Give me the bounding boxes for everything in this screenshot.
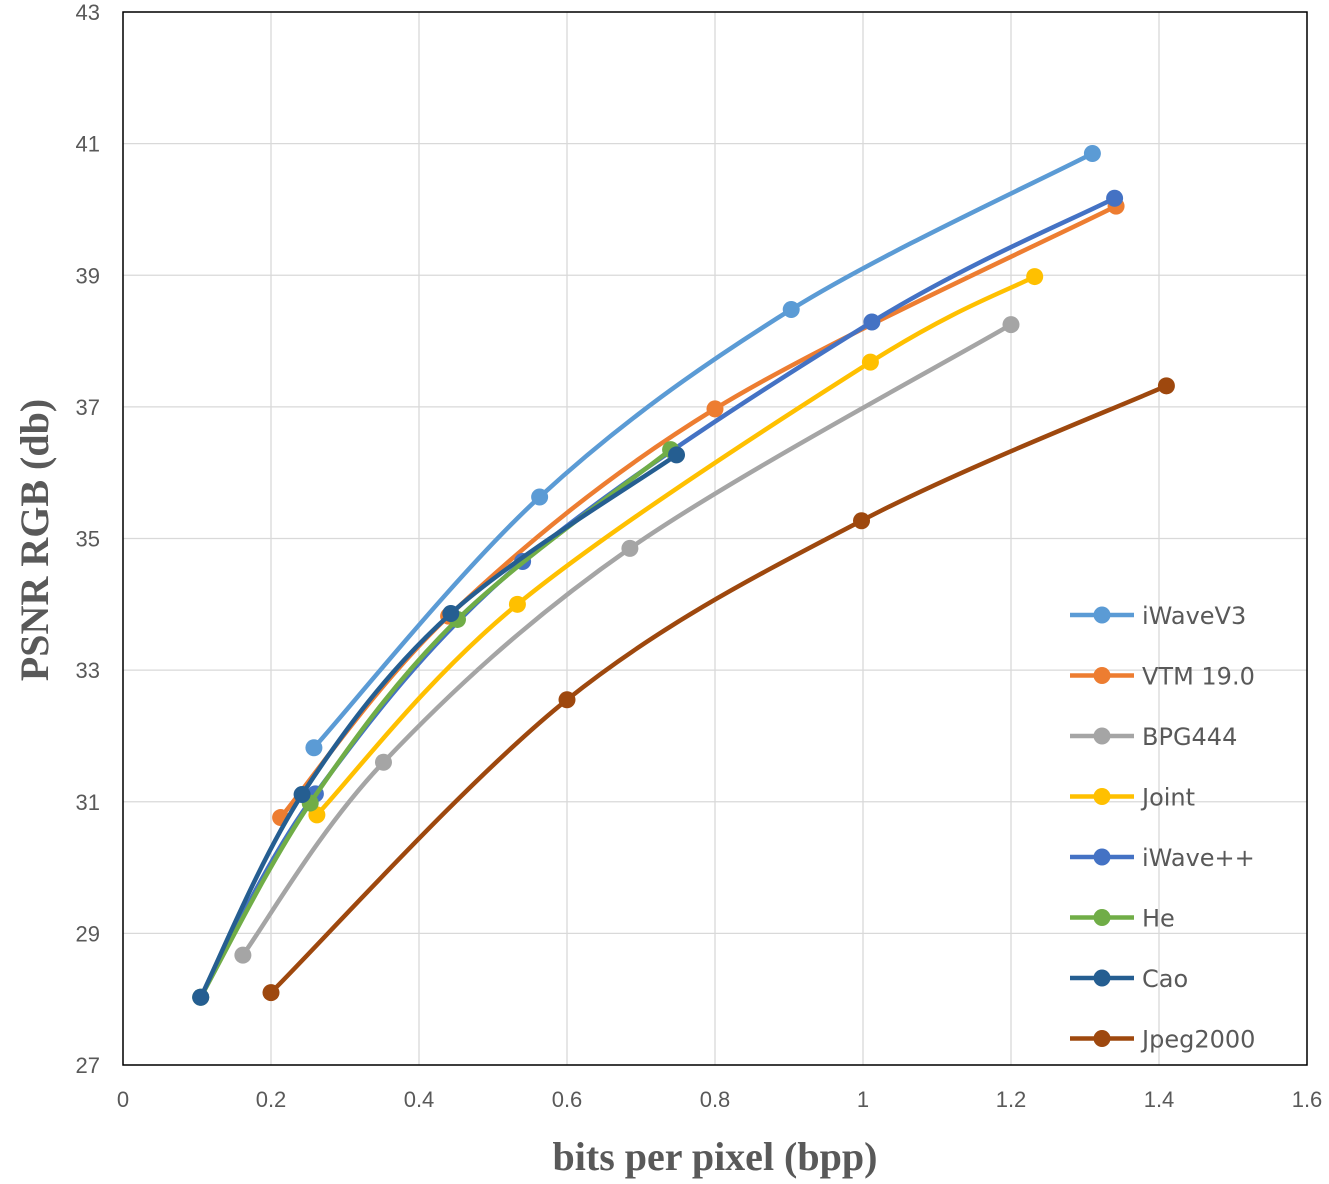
data-point-jpeg2000: [1157, 377, 1175, 395]
series-line-cao: [198, 452, 679, 1000]
legend-swatch-marker: [1093, 606, 1111, 624]
y-tick-label: 31: [76, 790, 100, 815]
y-tick-labels: 27 29 31 33 35 37 39 41 43: [76, 0, 100, 1078]
data-point-iwavev3: [1083, 144, 1101, 162]
data-point-vtm-19-0: [706, 400, 724, 418]
series-line-bpg444: [240, 322, 1014, 958]
series-line-joint: [314, 274, 1037, 818]
data-point-cao: [293, 786, 311, 804]
legend-entry-he: He: [1070, 905, 1175, 933]
data-point-iwavev3: [782, 300, 800, 318]
legend-entry-bpg444: BPG444: [1070, 723, 1237, 751]
legend-entry-iwave: iWave++: [1070, 844, 1255, 872]
series-line-iwavev3: [311, 151, 1095, 751]
data-point-iwavev3: [531, 488, 549, 506]
x-tick-label: 0: [117, 1087, 129, 1112]
legend-swatch-marker: [1093, 667, 1111, 684]
data-point-iwavev3: [305, 739, 323, 757]
legend-label: He: [1142, 905, 1175, 933]
x-tick-label: 0.4: [404, 1087, 435, 1112]
legend-entry-cao: Cao: [1070, 965, 1188, 993]
x-tick-label: 1.2: [996, 1087, 1027, 1112]
data-point-joint: [508, 595, 526, 613]
data-point-jpeg2000: [558, 691, 576, 709]
x-tick-label: 1.6: [1292, 1087, 1323, 1112]
y-tick-label: 29: [76, 921, 100, 946]
data-point-bpg444: [1002, 316, 1020, 334]
x-tick-label: 0.8: [700, 1087, 731, 1112]
series-layer: [192, 144, 1175, 1006]
data-point-iwave: [863, 313, 881, 331]
data-point-cao: [442, 605, 460, 623]
legend-label: Joint: [1140, 784, 1195, 812]
data-point-bpg444: [374, 753, 392, 771]
legend-swatch-marker: [1093, 727, 1111, 745]
legend-swatch-marker: [1093, 1030, 1111, 1047]
legend-swatch-marker: [1093, 909, 1111, 926]
data-point-jpeg2000: [262, 984, 280, 1002]
legend-label: Jpeg2000: [1140, 1026, 1255, 1054]
plot-area-border: [122, 11, 1308, 1066]
series-bpg444: [234, 316, 1020, 964]
data-point-cao: [192, 988, 210, 1006]
plot-frame: [122, 11, 1308, 1066]
x-tick-label: 0.2: [256, 1087, 287, 1112]
legend-entry-jpeg2000: Jpeg2000: [1070, 1026, 1255, 1054]
legend-label: BPG444: [1142, 723, 1237, 751]
legend-label: iWaveV3: [1142, 602, 1246, 630]
series-cao: [192, 446, 686, 1006]
y-tick-label: 41: [76, 132, 100, 157]
x-tick-label: 1: [857, 1087, 869, 1112]
series-iwavev3: [305, 144, 1101, 757]
y-tick-label: 43: [76, 0, 100, 25]
data-point-cao: [668, 446, 686, 464]
data-point-bpg444: [234, 946, 252, 964]
legend-label: Cao: [1142, 965, 1188, 993]
legend-label: VTM 19.0: [1142, 663, 1255, 691]
y-tick-label: 35: [76, 527, 100, 552]
data-point-bpg444: [621, 539, 639, 557]
legend-entry-joint: Joint: [1070, 784, 1195, 812]
x-tick-labels: 0 0.2 0.4 0.6 0.8 1 1.2 1.4 1.6: [117, 1087, 1322, 1112]
data-point-joint: [861, 353, 879, 371]
x-axis-title: bits per pixel (bpp): [553, 1134, 878, 1179]
series-line-jpeg2000: [268, 383, 1169, 995]
legend-label: iWave++: [1142, 844, 1255, 872]
data-point-iwave: [1106, 189, 1124, 207]
y-tick-label: 39: [76, 263, 100, 288]
x-tick-label: 0.6: [552, 1087, 583, 1112]
y-tick-label: 33: [76, 658, 100, 683]
legend-entry-iwavev3: iWaveV3: [1070, 602, 1246, 630]
series-jpeg2000: [262, 377, 1175, 1002]
legend-entry-vtm-19-0: VTM 19.0: [1070, 663, 1255, 691]
data-point-jpeg2000: [853, 512, 871, 530]
y-tick-label: 27: [76, 1053, 100, 1078]
data-point-joint: [1026, 268, 1044, 286]
legend-swatch-marker: [1093, 788, 1111, 805]
series-iwave: [192, 189, 1124, 1006]
gridlines: [122, 11, 1308, 1066]
x-tick-label: 1.4: [1144, 1087, 1175, 1112]
legend-swatch-marker: [1093, 848, 1111, 866]
y-axis-title: PSNR RGB (db): [12, 399, 57, 681]
y-tick-label: 37: [76, 395, 100, 420]
legend-swatch-marker: [1093, 969, 1111, 987]
series-line-iwave: [198, 195, 1117, 1000]
series-joint: [308, 268, 1044, 824]
legend: iWaveV3 VTM 19.0 BPG444 Joint iWave++ He Cao Jp…: [1070, 602, 1255, 1054]
